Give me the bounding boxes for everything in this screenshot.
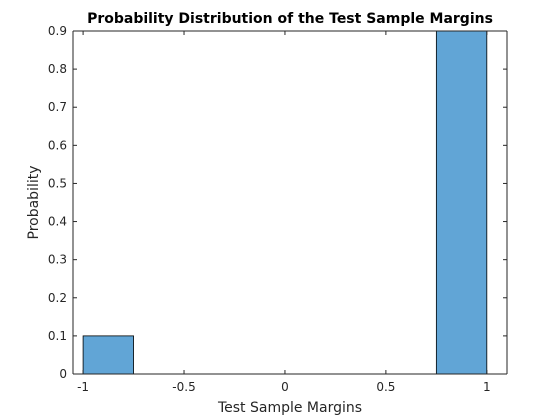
x-tick-label: -0.5 <box>172 380 195 394</box>
y-tick-label: 0 <box>59 367 67 381</box>
x-axis-label: Test Sample Margins <box>217 400 362 416</box>
x-tick-label: 0 <box>281 380 289 394</box>
axes-group <box>72 30 508 375</box>
x-tick-label: 0.5 <box>376 380 395 394</box>
y-axis-label: Probability <box>26 165 42 239</box>
y-tick-label: 0.9 <box>48 24 67 38</box>
y-tick-label: 0.4 <box>48 215 67 229</box>
histogram-bar <box>82 335 134 375</box>
y-tick-label: 0.2 <box>48 291 67 305</box>
chart-title: Probability Distribution of the Test Sam… <box>87 11 493 27</box>
x-tick-label: -1 <box>77 380 89 394</box>
y-tick-label: 0.7 <box>48 100 67 114</box>
y-tick-label: 0.3 <box>48 253 67 267</box>
y-tick-label: 0.5 <box>48 176 67 190</box>
plot-area <box>73 31 507 374</box>
y-tick-label: 0.1 <box>48 329 67 343</box>
y-tick-label: 0.8 <box>48 62 67 76</box>
histogram-bar <box>435 30 488 375</box>
y-tick-label: 0.6 <box>48 138 67 152</box>
bars-group <box>82 30 488 375</box>
ticks-group: -1 -0.5 0 0.5 1 0 0.1 0.2 0.3 0.4 0.5 0.6 0.7 0.8 0.9 <box>48 24 507 394</box>
x-tick-label: 1 <box>483 380 491 394</box>
